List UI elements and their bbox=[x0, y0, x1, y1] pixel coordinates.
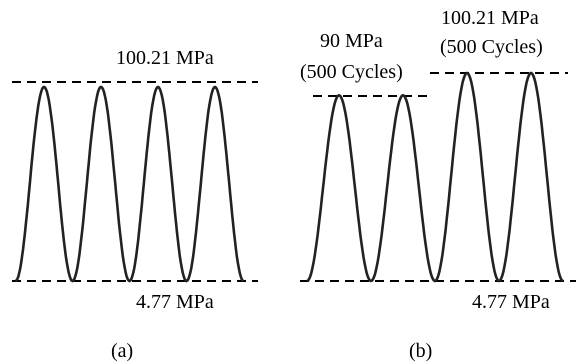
panel-b-block2-label-line2: (500 Cycles) bbox=[440, 36, 543, 58]
panel-a-min-label: 4.77 MPa bbox=[136, 291, 214, 313]
panel-b-block2-label-line1: 100.21 MPa bbox=[441, 7, 539, 29]
panel-b-waveform bbox=[306, 71, 564, 283]
panel-a-max-label: 100.21 MPa bbox=[116, 47, 214, 69]
panel-a: 100.21 MPa 4.77 MPa (a) bbox=[12, 47, 258, 362]
panel-b-block1-label-line1: 90 MPa bbox=[320, 30, 383, 52]
panel-b-caption: (b) bbox=[409, 340, 432, 362]
panel-a-caption: (a) bbox=[111, 340, 133, 362]
panel-a-waveform bbox=[14, 85, 245, 283]
panel-b-block1-label-line2: (500 Cycles) bbox=[300, 61, 403, 83]
panel-b: 90 MPa (500 Cycles) 100.21 MPa (500 Cycl… bbox=[300, 7, 576, 362]
panel-b-min-label: 4.77 MPa bbox=[472, 291, 550, 313]
